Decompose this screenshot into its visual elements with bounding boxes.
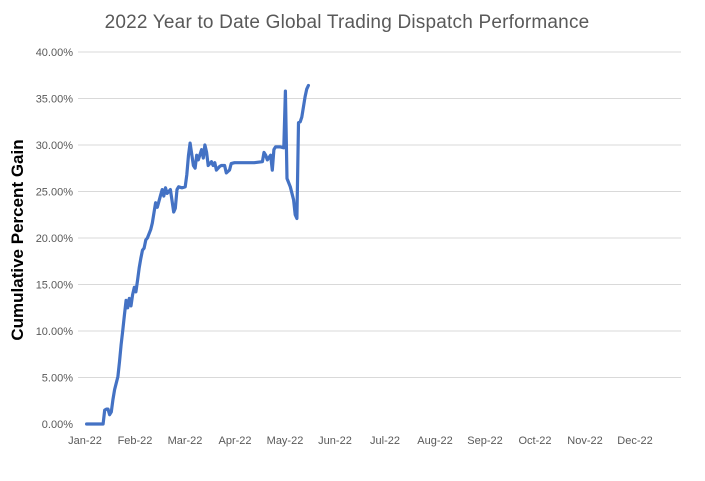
- y-tick-label: 40.00%: [36, 47, 74, 59]
- y-tick-label: 10.00%: [36, 326, 74, 338]
- chart-title: 2022 Year to Date Global Trading Dispatc…: [104, 12, 590, 33]
- performance-line: [85, 83, 310, 426]
- x-tick-label: Mar-22: [168, 435, 203, 447]
- x-tick-label: Aug-22: [417, 435, 452, 447]
- y-tick-label: 30.00%: [36, 140, 74, 152]
- x-tick-label: Jul-22: [370, 435, 400, 447]
- x-tick-label: May-22: [267, 435, 304, 447]
- gridlines: [78, 51, 681, 378]
- x-tick-label: Oct-22: [518, 435, 551, 447]
- data-series: [85, 83, 310, 426]
- y-tick-label: 35.00%: [36, 94, 74, 106]
- y-tick-label: 20.00%: [36, 233, 74, 245]
- x-tick-label: Sep-22: [467, 435, 502, 447]
- x-tick-label: Jun-22: [318, 435, 352, 447]
- x-tick-label: Dec-22: [617, 435, 652, 447]
- x-tick-label: Nov-22: [567, 435, 602, 447]
- x-tick-label: Feb-22: [118, 435, 153, 447]
- x-tick-label: Apr-22: [218, 435, 251, 447]
- x-axis-tick-labels: Jan-22 Feb-22 Mar-22 Apr-22 May-22 Jun-22 Jul-…: [68, 435, 653, 447]
- y-tick-label: 25.00%: [36, 187, 74, 199]
- y-tick-label: 5.00%: [42, 373, 73, 385]
- y-axis-title: Cumulative Percent Gain: [8, 139, 27, 341]
- x-tick-label: Jan-22: [68, 435, 102, 447]
- y-tick-label: 15.00%: [36, 280, 74, 292]
- y-tick-label: 0.00%: [42, 419, 73, 431]
- y-axis-tick-labels: 0.00% 5.00% 10.00% 15.00% 20.00% 25.00% 30.00%…: [36, 47, 74, 431]
